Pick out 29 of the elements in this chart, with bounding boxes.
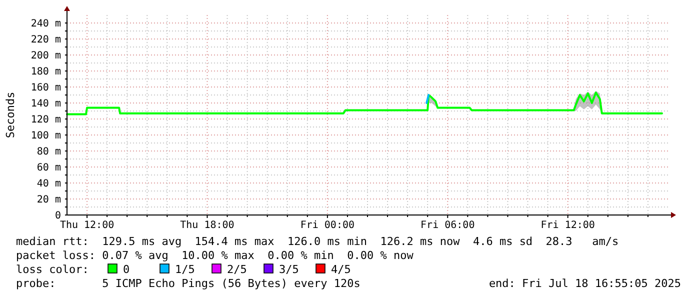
text: packet loss: 0.07 % avg 10.00 % max 0.00 % min 0.00 % now — [16, 249, 414, 262]
y-tick-label: 60 m — [36, 162, 61, 174]
y-tick-label: 20 m — [36, 194, 61, 206]
y-tick-label: 120 m — [30, 114, 61, 126]
y-tick-label: 100 m — [30, 130, 61, 142]
text: median rtt: 129.5 ms avg 154.4 ms max 126.0 ms min 126.2 ms now 4.6 ms sd 28.3 am/s — [16, 235, 619, 248]
x-tick-label: Fri 06:00 — [420, 220, 475, 231]
y-tick-label: 80 m — [36, 146, 61, 158]
x-tick-label: Fri 12:00 — [540, 220, 595, 231]
legend-label: 3/5 — [279, 263, 299, 276]
y-tick-label: 160 m — [30, 82, 61, 94]
legend-label: 1/5 — [175, 263, 195, 276]
y-tick-label: 180 m — [30, 66, 61, 78]
y-tick-label: 140 m — [30, 98, 61, 110]
x-tick-label: Fri 00:00 — [300, 220, 355, 231]
y-axis-title: Seconds — [4, 92, 17, 138]
legend-label: 4/5 — [331, 263, 351, 276]
text: end: Fri Jul 18 16:55:05 2025 — [488, 277, 681, 290]
y-tick-label: 0 — [54, 210, 61, 222]
y-tick-label: 40 m — [36, 178, 61, 190]
legend-label: 0 — [123, 263, 130, 276]
legend-label: 2/5 — [227, 263, 247, 276]
y-tick-label: 240 m — [30, 18, 61, 30]
y-tick-label: 220 m — [30, 34, 61, 46]
y-tick-label: 200 m — [30, 50, 61, 62]
x-tick-label: Thu 12:00 — [60, 220, 114, 231]
text: probe: 5 ICMP Echo Pings (56 Bytes) every 120s — [16, 277, 360, 290]
x-tick-label: Thu 18:00 — [180, 220, 234, 231]
legend-title: loss color: — [16, 263, 89, 276]
